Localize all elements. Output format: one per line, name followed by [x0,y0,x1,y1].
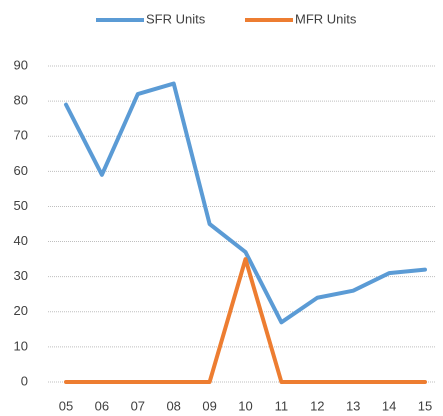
x-tick-label: 12 [310,398,324,413]
x-tick-label: 09 [202,398,216,413]
y-tick-label: 40 [14,233,28,248]
x-tick-label: 14 [382,398,396,413]
x-tick-label: 05 [59,398,73,413]
y-tick-label: 90 [14,57,28,72]
y-tick-label: 20 [14,303,28,318]
y-tick-label: 80 [14,93,28,108]
y-tick-label: 0 [21,373,28,388]
series-line [64,257,427,384]
y-tick-label: 30 [14,268,28,283]
x-tick-label: 13 [346,398,360,413]
legend-label: MFR Units [295,11,357,26]
x-tick-label: 08 [166,398,180,413]
y-tick-label: 70 [14,128,28,143]
x-tick-label: 07 [131,398,145,413]
y-tick-label: 10 [14,338,28,353]
legend-label: SFR Units [146,11,206,26]
x-tick-label: 10 [238,398,252,413]
x-tick-label: 11 [275,398,289,413]
x-tick-label: 06 [95,398,109,413]
series-line [64,81,427,325]
y-tick-label: 60 [14,163,28,178]
y-tick-label: 50 [14,198,28,213]
x-tick-label: 15 [418,398,432,413]
